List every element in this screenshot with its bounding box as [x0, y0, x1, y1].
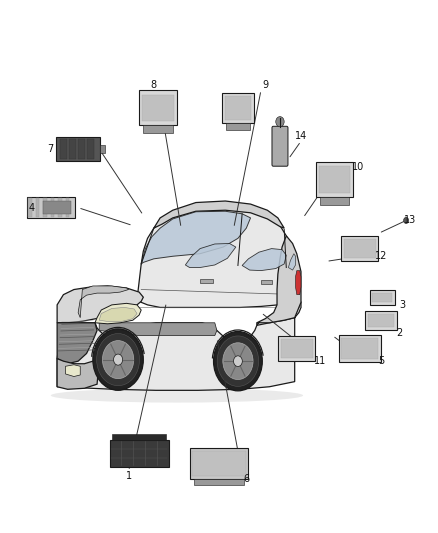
Bar [36, 198, 39, 217]
Circle shape [403, 217, 409, 223]
Bar [194, 479, 244, 486]
Bar [320, 197, 349, 205]
Text: 6: 6 [243, 474, 249, 484]
Bar [341, 338, 378, 359]
Bar [344, 239, 376, 259]
Bar [43, 201, 71, 214]
Polygon shape [78, 286, 129, 318]
Bar [200, 279, 213, 283]
FancyBboxPatch shape [370, 289, 395, 305]
Text: 7: 7 [48, 144, 54, 154]
Bar [87, 139, 94, 159]
Circle shape [233, 356, 242, 367]
Polygon shape [57, 359, 99, 389]
Bar [58, 198, 62, 217]
Polygon shape [242, 248, 286, 271]
Polygon shape [296, 271, 301, 295]
Bar [367, 313, 394, 327]
FancyBboxPatch shape [110, 440, 169, 466]
Bar [60, 139, 67, 159]
Polygon shape [154, 201, 284, 228]
FancyBboxPatch shape [278, 336, 315, 361]
Bar [142, 94, 174, 121]
Text: 3: 3 [399, 300, 405, 310]
Text: 13: 13 [404, 215, 417, 225]
Bar [319, 166, 350, 193]
FancyBboxPatch shape [316, 162, 353, 197]
FancyBboxPatch shape [139, 91, 177, 125]
FancyBboxPatch shape [272, 126, 288, 166]
Ellipse shape [51, 388, 303, 402]
FancyBboxPatch shape [190, 448, 248, 479]
Circle shape [93, 329, 143, 390]
Bar [225, 96, 251, 119]
Polygon shape [141, 211, 251, 264]
FancyBboxPatch shape [56, 136, 100, 161]
Text: 8: 8 [151, 80, 157, 90]
Circle shape [113, 354, 123, 365]
Text: 9: 9 [262, 80, 268, 90]
Circle shape [217, 336, 259, 386]
Text: 1: 1 [126, 471, 132, 481]
Text: 10: 10 [352, 161, 364, 172]
Circle shape [102, 341, 134, 378]
FancyBboxPatch shape [27, 197, 75, 219]
Polygon shape [57, 292, 301, 390]
Polygon shape [99, 323, 217, 336]
Bar [28, 198, 32, 217]
Circle shape [97, 334, 140, 386]
Bar [69, 139, 76, 159]
Bar [372, 293, 392, 302]
Bar [43, 198, 47, 217]
Bar [66, 198, 69, 217]
Polygon shape [57, 323, 97, 364]
Bar [192, 451, 246, 477]
Polygon shape [137, 205, 295, 308]
FancyBboxPatch shape [339, 335, 381, 362]
Polygon shape [288, 254, 296, 270]
Bar [112, 434, 166, 440]
Polygon shape [95, 303, 141, 324]
FancyBboxPatch shape [341, 236, 378, 261]
Text: 11: 11 [314, 356, 326, 366]
Bar [51, 198, 54, 217]
Bar [78, 139, 85, 159]
Polygon shape [185, 244, 236, 268]
Text: 5: 5 [378, 356, 384, 366]
FancyBboxPatch shape [365, 311, 397, 330]
Circle shape [223, 343, 253, 379]
Bar [226, 123, 251, 130]
Text: 14: 14 [295, 131, 307, 141]
Polygon shape [57, 286, 143, 323]
Circle shape [276, 117, 284, 127]
Polygon shape [66, 365, 80, 376]
Polygon shape [257, 236, 301, 325]
Text: 4: 4 [29, 203, 35, 213]
Text: 12: 12 [374, 251, 387, 261]
Polygon shape [99, 308, 137, 322]
Bar [143, 125, 173, 133]
Bar [281, 339, 313, 358]
Bar [100, 145, 105, 153]
FancyBboxPatch shape [222, 93, 254, 123]
Circle shape [214, 332, 262, 391]
Text: 2: 2 [397, 328, 403, 338]
Bar [261, 280, 272, 284]
